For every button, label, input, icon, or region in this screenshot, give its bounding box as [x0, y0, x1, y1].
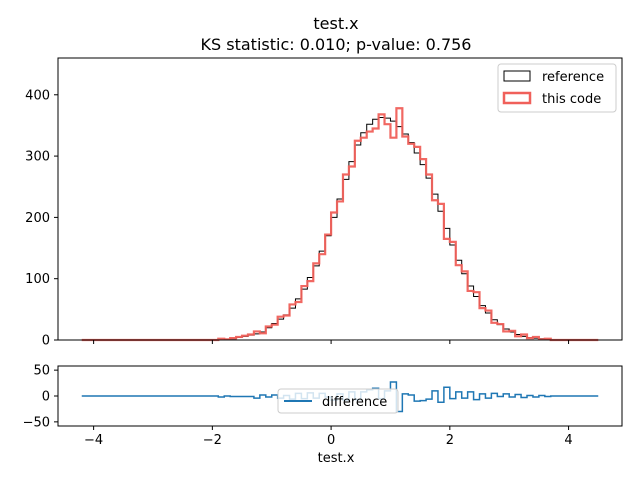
diff-y-tick-label: 50: [33, 364, 50, 379]
main-plot-frame: [57, 57, 623, 341]
x-tick-label: −4: [84, 433, 103, 448]
difference-legend: difference: [277, 388, 399, 414]
main-y-tick-label: 0: [42, 334, 50, 349]
main-y-tick-label: 200: [25, 211, 50, 226]
difference-legend-box: [277, 388, 399, 414]
difference-plot: −4 −2 0 2 4 −50 0 50: [23, 364, 623, 448]
chart-subtitle: KS statistic: 0.010; p-value: 0.756: [201, 35, 472, 54]
x-tick-label: 0: [327, 433, 335, 448]
x-tick-label: −2: [203, 433, 222, 448]
legend: reference this code: [497, 63, 617, 113]
chart-title: test.x: [313, 14, 358, 33]
diff-y-tick-label: 0: [42, 390, 50, 405]
legend-swatch-reference: [503, 70, 531, 82]
diff-y-tick-label: −50: [23, 415, 50, 430]
difference-legend-label: difference: [322, 395, 387, 410]
main-y-tick-label: 100: [25, 272, 50, 287]
legend-swatch-this-code: [502, 91, 532, 105]
x-tick-label: 2: [446, 433, 454, 448]
main-y-tick-label: 300: [25, 150, 50, 165]
histogram-this-code: [81, 107, 599, 342]
x-tick-label: 4: [564, 433, 572, 448]
x-axis-label: test.x: [318, 451, 355, 466]
legend-label-reference: reference: [542, 70, 604, 85]
legend-label-this-code: this code: [542, 92, 601, 107]
main-y-tick-label: 400: [25, 88, 50, 103]
